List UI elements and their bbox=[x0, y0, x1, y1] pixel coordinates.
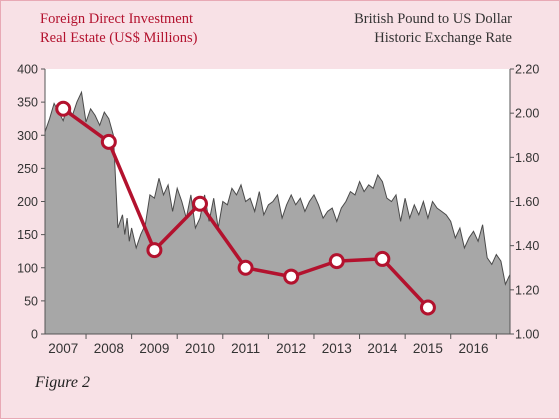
exchange-rate-series bbox=[55, 100, 436, 316]
x-tick-label: 2013 bbox=[322, 341, 352, 356]
x-tick-label: 2012 bbox=[276, 341, 306, 356]
right-tick-label: 1.80 bbox=[515, 151, 539, 165]
x-axis-ticks: 2007 2008 2009 2010 2011 2012 2013 2014 2015 2016 bbox=[45, 333, 510, 356]
left-axis-ticks: 0 50 100 150 200 250 300 350 400 bbox=[17, 63, 46, 342]
figure-label: Figure 2 bbox=[34, 374, 90, 391]
exchange-rate-marker bbox=[328, 253, 345, 270]
left-tick-label: 150 bbox=[17, 228, 38, 242]
x-tick-label: 2009 bbox=[139, 341, 169, 356]
x-tick-label: 2010 bbox=[185, 341, 215, 356]
left-tick-label: 200 bbox=[17, 195, 38, 209]
left-axis-title-line1: Foreign Direct Investment bbox=[40, 11, 193, 27]
left-tick-label: 400 bbox=[17, 63, 38, 77]
right-tick-label: 1.40 bbox=[515, 239, 539, 253]
right-axis-ticks: 1.00 1.20 1.40 1.60 1.80 2.00 2.20 bbox=[509, 63, 539, 342]
left-tick-label: 300 bbox=[17, 129, 38, 143]
left-tick-label: 100 bbox=[17, 261, 38, 275]
left-tick-label: 250 bbox=[17, 162, 38, 176]
left-tick-label: 350 bbox=[17, 96, 38, 110]
right-axis-title-line2: Historic Exchange Rate bbox=[374, 30, 512, 46]
exchange-rate-marker bbox=[100, 133, 117, 150]
fdi-area-outline bbox=[44, 90, 511, 286]
exchange-rate-marker bbox=[419, 299, 436, 316]
x-tick-label: 2016 bbox=[459, 341, 489, 356]
right-tick-label: 1.60 bbox=[515, 195, 539, 209]
right-axis-title-line1: British Pound to US Dollar bbox=[354, 11, 512, 27]
x-tick-label: 2008 bbox=[94, 341, 124, 356]
exchange-rate-marker bbox=[55, 100, 72, 117]
exchange-rate-marker bbox=[192, 195, 208, 212]
right-tick-label: 1.00 bbox=[515, 328, 539, 342]
x-tick-label: 2011 bbox=[231, 341, 260, 356]
exchange-rate-marker bbox=[283, 268, 300, 285]
x-tick-label: 2015 bbox=[413, 341, 443, 356]
right-tick-label: 2.00 bbox=[515, 107, 539, 121]
exchange-rate-marker bbox=[374, 250, 391, 267]
right-tick-label: 1.20 bbox=[515, 283, 539, 297]
right-tick-label: 2.20 bbox=[515, 63, 539, 77]
left-axis-title-line2: Real Estate (US$ Millions) bbox=[40, 30, 198, 46]
exchange-rate-marker bbox=[237, 259, 254, 276]
exchange-rate-marker bbox=[146, 242, 163, 259]
left-tick-label: 50 bbox=[24, 294, 38, 308]
left-tick-label: 0 bbox=[31, 328, 38, 342]
x-tick-label: 2007 bbox=[48, 341, 78, 356]
x-tick-label: 2014 bbox=[367, 341, 398, 356]
